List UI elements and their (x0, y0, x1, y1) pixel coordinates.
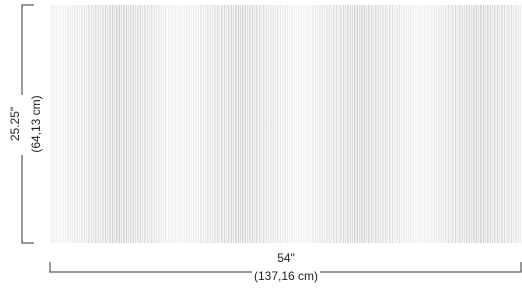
width-metric: (137,16 cm) (254, 269, 318, 283)
width-label: 54" (277, 251, 295, 265)
height-label: 25.25" (8, 107, 22, 141)
height-dimension: 25.25" (64,13 cm) (8, 5, 43, 243)
height-metric: (64,13 cm) (29, 95, 43, 152)
swatch (50, 5, 521, 243)
page: 25.25" (64,13 cm) 54" (137,16 cm) (0, 0, 522, 291)
width-dimension: 54" (137,16 cm) (50, 251, 521, 283)
